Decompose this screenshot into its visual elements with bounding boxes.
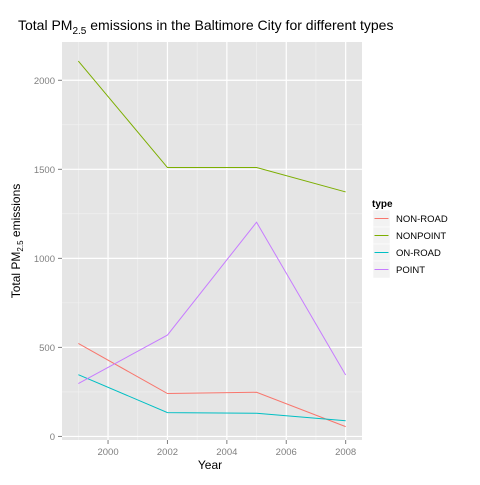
- y-axis-label-rest: emissions: [9, 184, 23, 241]
- x-axis: 2000 2002 2004 2006 2008: [97, 440, 356, 458]
- y-axis-label-subscript: 2.5: [16, 240, 25, 252]
- series-line-on-road: [78, 374, 346, 422]
- x-tick-label: 2002: [157, 447, 178, 458]
- legend-label: NON-ROAD: [396, 214, 448, 225]
- legend: type NON-ROAD NONPOINT ON-ROAD POINT: [372, 199, 448, 279]
- chart-title: Total PM2.5 emissions in the Baltimore C…: [18, 17, 393, 37]
- chart-title-subscript: 2.5: [72, 26, 86, 37]
- legend-label: NONPOINT: [396, 231, 446, 242]
- legend-title: type: [372, 199, 393, 210]
- plot-panel: [62, 42, 362, 440]
- grid-major: [62, 42, 362, 440]
- y-tick-label: 500: [39, 343, 55, 354]
- y-axis-label-main: Total PM: [9, 252, 23, 299]
- y-tick-label: 2000: [34, 76, 55, 87]
- legend-label: POINT: [396, 265, 425, 276]
- y-axis-label: Total PM2.5 emissions: [9, 184, 25, 299]
- series-lines: [77, 60, 347, 428]
- y-tick-label: 1000: [34, 254, 55, 265]
- series-line-point: [78, 221, 347, 384]
- legend-label: ON-ROAD: [396, 248, 441, 259]
- y-axis: 0 500 1000 1500 2000: [34, 76, 62, 443]
- grid-minor: [62, 42, 362, 440]
- series-line-nonpoint: [77, 60, 346, 193]
- x-tick-label: 2006: [276, 447, 297, 458]
- chart-title-rest: emissions in the Baltimore City for diff…: [86, 17, 393, 33]
- y-tick-label: 1500: [34, 165, 55, 176]
- x-axis-label: Year: [198, 458, 222, 472]
- y-tick-label: 0: [50, 432, 55, 443]
- chart-title-main: Total PM: [18, 17, 72, 33]
- x-tick-label: 2004: [216, 447, 237, 458]
- x-tick-label: 2008: [335, 447, 356, 458]
- legend-items: NON-ROAD NONPOINT ON-ROAD POINT: [372, 209, 448, 279]
- x-tick-label: 2000: [97, 447, 118, 458]
- series-line-non-road: [78, 343, 346, 428]
